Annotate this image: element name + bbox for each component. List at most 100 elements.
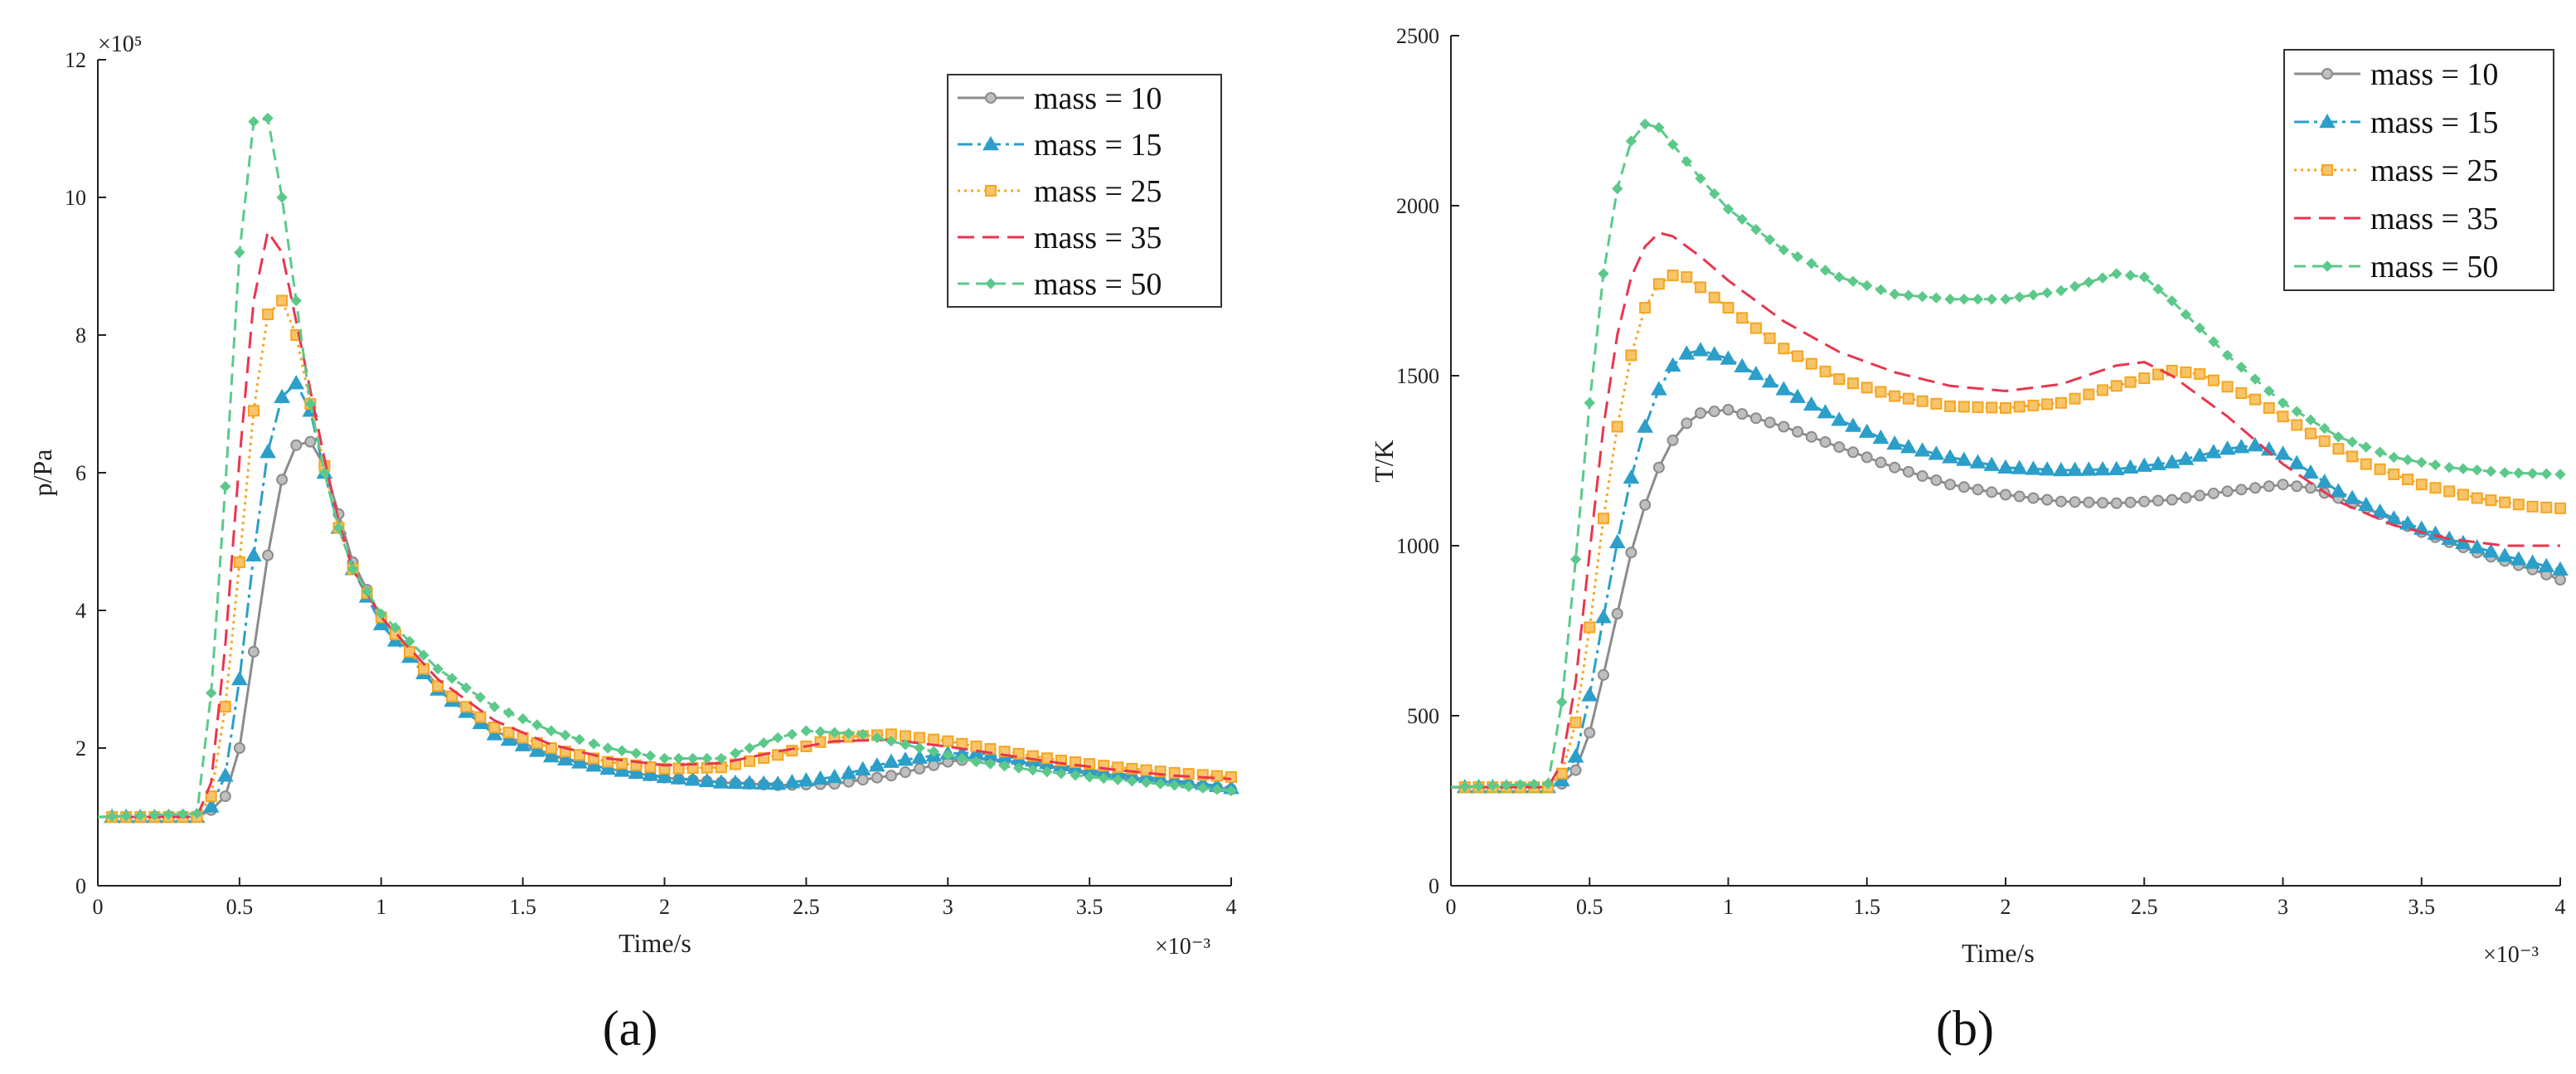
- legend-label-a-2: mass = 25: [1034, 174, 1162, 209]
- data-point-b-4: [2471, 464, 2483, 476]
- data-point-a-4: [716, 752, 727, 765]
- data-point-a-1: [642, 766, 659, 781]
- data-point-b-4: [2540, 468, 2552, 480]
- data-point-b-2: [2443, 485, 2456, 498]
- series-line-b-4: [1450, 122, 2561, 789]
- data-point-b-2: [1666, 270, 1679, 282]
- data-point-b-4: [2124, 270, 2137, 281]
- y-tick-label-a: 10: [65, 186, 86, 210]
- data-point-a-4: [460, 682, 472, 694]
- data-point-a-2: [460, 701, 473, 713]
- data-point-b-0: [2263, 480, 2275, 493]
- data-point-a-1: [585, 757, 602, 772]
- y-tick-label-a: 0: [75, 874, 86, 898]
- data-point-b-4: [1986, 294, 1997, 305]
- data-point-a-4: [758, 737, 769, 749]
- data-point-a-4: [531, 719, 543, 731]
- data-point-b-1: [2552, 561, 2569, 576]
- data-point-b-0: [2041, 493, 2054, 506]
- data-point-a-4: [1183, 780, 1195, 793]
- x-tick-label-a: 3.5: [1076, 895, 1104, 919]
- data-point-a-4: [956, 752, 968, 765]
- data-point-b-2: [2277, 411, 2289, 423]
- series-line-a-3: [98, 228, 1232, 819]
- data-point-a-4: [290, 294, 302, 307]
- data-point-b-0: [2054, 495, 2067, 508]
- data-point-a-2: [644, 761, 657, 773]
- data-point-b-0: [1819, 435, 1831, 448]
- data-point-a-4: [828, 727, 841, 739]
- y-tick-label-a: 8: [75, 323, 86, 347]
- data-point-b-4: [1598, 268, 1609, 279]
- data-point-b-0: [1722, 404, 1734, 416]
- data-point-b-2: [1930, 397, 1943, 410]
- data-point-b-4: [2388, 451, 2400, 464]
- data-point-b-4: [1639, 118, 1651, 130]
- data-point-b-4: [2180, 309, 2192, 320]
- data-point-a-1: [216, 767, 234, 782]
- data-point-b-2: [1860, 381, 1873, 394]
- x-tick-label-a: 0: [93, 895, 104, 919]
- data-point-b-1: [2344, 489, 2360, 504]
- data-point-b-2: [1805, 357, 1817, 370]
- data-point-b-2: [2471, 492, 2483, 504]
- legend-marker-a-2: [985, 185, 997, 197]
- data-point-b-4: [2208, 336, 2219, 347]
- data-point-b-0: [2027, 492, 2040, 504]
- data-point-a-4: [347, 563, 359, 575]
- data-point-a-4: [588, 738, 599, 750]
- chart-panel-a: 0 0.5 1 1.5 2 2.5 3 3.5 4 0 2 4 6 8 10 12 Time/s p/Pa ×…: [27, 32, 1239, 1056]
- data-point-a-4: [885, 735, 897, 747]
- data-point-b-1: [1692, 342, 1709, 357]
- data-point-b-2: [2457, 488, 2469, 501]
- data-point-b-4: [1819, 265, 1831, 276]
- x-tick-label-a: 1.5: [509, 895, 536, 919]
- data-point-b-4: [1930, 292, 1943, 304]
- data-point-b-4: [2485, 465, 2497, 478]
- data-point-b-1: [1955, 451, 1972, 466]
- x-tick-label-b: 3: [2278, 895, 2288, 919]
- data-point-b-0: [2304, 482, 2316, 494]
- legend-label-a-4: mass = 50: [1034, 267, 1162, 302]
- data-point-b-4: [1472, 780, 1485, 792]
- data-point-a-1: [684, 771, 701, 786]
- data-point-b-4: [1611, 182, 1623, 195]
- panel-label-a: (a): [603, 1001, 658, 1056]
- data-point-b-4: [1695, 173, 1706, 184]
- data-point-a-4: [1041, 765, 1053, 778]
- data-point-a-1: [840, 765, 857, 780]
- data-point-b-1: [1914, 442, 1931, 457]
- data-point-b-0: [1805, 430, 1817, 443]
- data-point-b-0: [2554, 574, 2566, 586]
- data-point-a-1: [798, 772, 815, 787]
- data-point-b-2: [2415, 479, 2428, 491]
- data-point-b-4: [2166, 295, 2178, 307]
- data-point-a-4: [744, 742, 755, 754]
- data-point-a-4: [1211, 784, 1223, 795]
- data-point-a-1: [628, 764, 645, 780]
- data-point-b-2: [1792, 350, 1804, 362]
- data-point-b-4: [1792, 250, 1803, 263]
- data-point-b-4: [2360, 441, 2372, 453]
- data-point-b-0: [2124, 496, 2137, 508]
- data-point-b-1: [2039, 461, 2056, 476]
- data-point-b-1: [1637, 418, 1654, 433]
- data-point-a-4: [842, 727, 855, 740]
- data-point-b-0: [1639, 498, 1652, 511]
- data-point-b-0: [2152, 494, 2164, 507]
- data-point-a-1: [245, 547, 262, 561]
- data-point-b-0: [1611, 608, 1623, 620]
- data-point-b-4: [1763, 234, 1776, 245]
- data-point-a-4: [1140, 776, 1152, 789]
- data-point-b-2: [1986, 401, 1998, 414]
- data-point-a-2: [276, 294, 289, 307]
- data-point-b-1: [2219, 440, 2236, 455]
- panel-label-b: (b): [1936, 1001, 1994, 1056]
- x-exponent-label-b: ×10⁻³: [2483, 942, 2539, 968]
- data-point-b-2: [2083, 388, 2095, 401]
- data-point-b-2: [2499, 496, 2511, 508]
- data-point-b-1: [2510, 551, 2527, 566]
- data-point-a-4: [730, 747, 741, 759]
- data-point-a-2: [744, 755, 756, 767]
- data-point-b-1: [1567, 748, 1584, 763]
